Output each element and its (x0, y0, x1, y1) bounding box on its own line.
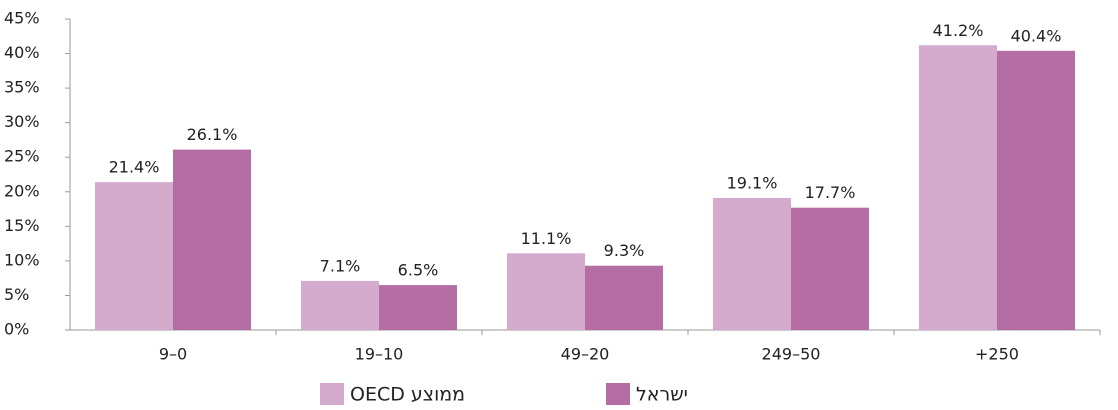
value-label: 40.4% (1011, 26, 1062, 45)
value-label: 19.1% (727, 173, 778, 192)
legend-swatch (606, 383, 630, 405)
bar (997, 50, 1075, 331)
bar (301, 280, 379, 330)
y-tick-label: 40% (4, 43, 40, 62)
legend-swatch (320, 383, 344, 405)
y-tick-label: 0% (4, 320, 29, 339)
value-label: 21.4% (109, 158, 160, 177)
value-label: 11.1% (521, 229, 572, 248)
x-tick-label: 9–0 (159, 345, 187, 364)
x-tick-label: 249–50 (762, 345, 821, 364)
value-label: 17.7% (805, 183, 856, 202)
x-tick-label: 49–20 (561, 345, 610, 364)
bar (585, 265, 663, 330)
bar (919, 45, 997, 331)
value-label: 6.5% (398, 261, 439, 280)
value-label: 26.1% (187, 125, 238, 144)
bar (95, 182, 173, 330)
bar (379, 285, 457, 330)
y-tick-label: 30% (4, 112, 40, 131)
y-tick-label: 45% (4, 9, 40, 28)
y-tick-label: 20% (4, 181, 40, 200)
legend-label: ממוצע OECD (350, 384, 465, 406)
bar (713, 197, 791, 330)
y-tick-label: 35% (4, 78, 40, 97)
bar (791, 207, 869, 330)
y-tick-label: 10% (4, 250, 40, 269)
x-tick-label: +250 (975, 345, 1019, 364)
y-tick-label: 15% (4, 216, 40, 235)
value-label: 7.1% (320, 256, 361, 275)
value-label: 41.2% (933, 21, 984, 40)
legend-label: ישראל (636, 384, 688, 406)
bar (507, 253, 585, 330)
y-tick-label: 25% (4, 147, 40, 166)
x-tick-label: 19–10 (355, 345, 404, 364)
y-tick-label: 5% (4, 285, 29, 304)
bar (173, 149, 251, 330)
value-label: 9.3% (604, 241, 645, 260)
